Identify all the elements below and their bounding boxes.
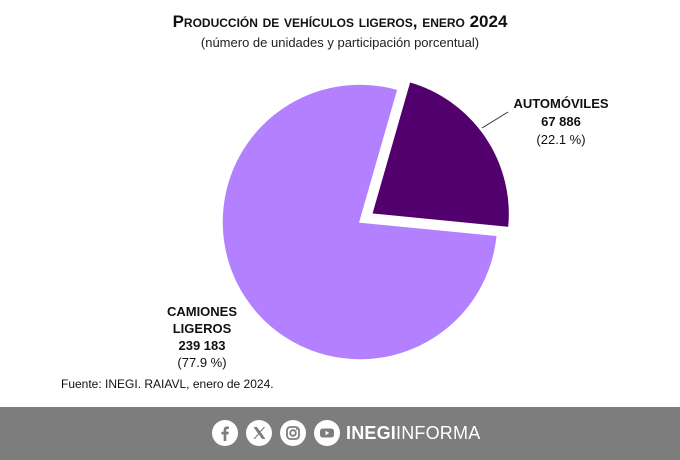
chart-title: Producción de vehículos ligeros, enero 2… [172, 12, 508, 31]
leader-line [481, 111, 509, 129]
label-camiones-name-line2: LIGEROS [173, 321, 232, 336]
pie-slice-automoviles [370, 80, 511, 229]
source-note: Fuente: INEGI. RAIAVL, enero de 2024. [61, 377, 274, 391]
label-camiones-value: 239 183 [179, 338, 226, 353]
label-automoviles-value: 67 886 [541, 114, 581, 129]
label-automoviles-pct: (22.1 %) [536, 132, 585, 147]
label-camiones-pct: (77.9 %) [177, 355, 226, 370]
chart-subtitle: (número de unidades y participación porc… [200, 35, 480, 50]
source-label: Fuente: [61, 377, 102, 391]
footer-bar: INEGIINFORMA [0, 407, 680, 460]
label-automoviles-name: AUTOMÓVILES [513, 96, 608, 111]
brand-logo: INEGIINFORMA [346, 423, 480, 444]
instagram-icon[interactable] [280, 420, 306, 446]
brand-bold: INEGI [346, 423, 397, 443]
youtube-icon[interactable] [314, 420, 340, 446]
facebook-icon[interactable] [212, 420, 238, 446]
pie-chart: AUTOMÓVILES 67 886 (22.1 %) CAMIONES LIG… [167, 80, 609, 370]
social-links [212, 420, 340, 446]
source-text: INEGI. RAIAVL, enero de 2024. [105, 377, 274, 391]
brand-rest: INFORMA [396, 423, 481, 443]
pie-slice-camiones-ligeros [221, 83, 499, 361]
label-camiones-name-line1: CAMIONES [167, 304, 237, 319]
x-icon[interactable] [246, 420, 272, 446]
